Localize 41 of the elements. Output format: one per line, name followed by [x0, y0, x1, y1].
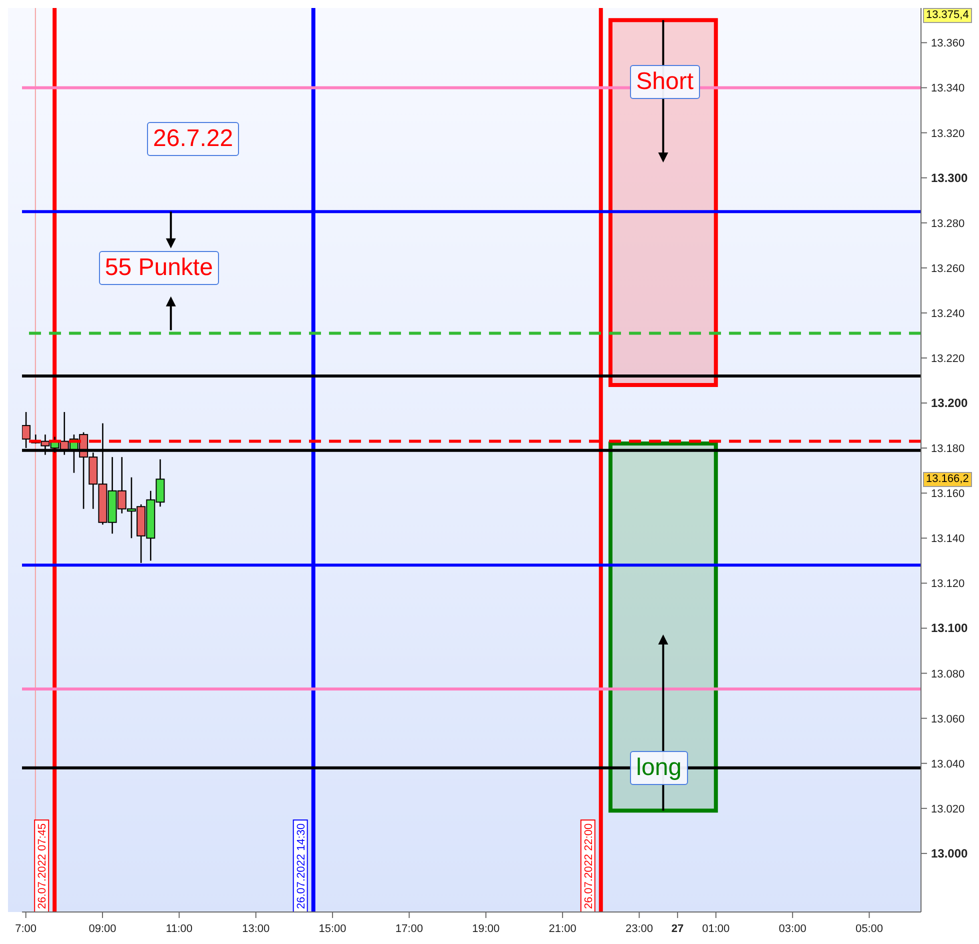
x-tick-label: 17:00: [395, 923, 423, 935]
x-tick-label: 03:00: [778, 923, 806, 935]
y-tick-label: 13.280: [931, 218, 965, 230]
x-tick-label: 7:00: [15, 923, 37, 935]
x-tick-label: 15:00: [318, 923, 346, 935]
y-tick-label: 13.080: [931, 668, 965, 680]
y-tick-label: 13.100: [931, 621, 968, 636]
y-tick-label: 13.300: [931, 170, 968, 185]
annotation: 55 Punkte: [98, 251, 219, 286]
x-tick-label: 13:00: [242, 923, 270, 935]
y-tick-label: 13.340: [931, 82, 965, 95]
y-tick-label: 13.240: [931, 308, 965, 320]
y-tick-label: 13.200: [931, 396, 968, 410]
x-tick-label: 09:00: [88, 923, 116, 935]
y-tick-label: 13.040: [931, 758, 965, 770]
text: 13.166,2: [923, 472, 972, 488]
x-tick-label: 27: [671, 923, 684, 935]
x-tick-label: 23:00: [625, 923, 653, 935]
text: 13.375,4: [923, 8, 972, 23]
y-tick-label: 13.020: [931, 803, 965, 816]
y-tick-label: 13.060: [931, 713, 965, 726]
x-tick-label: 11:00: [166, 923, 193, 935]
y-tick-label: 13.220: [931, 352, 965, 365]
y-tick-label: 13.160: [931, 488, 965, 500]
x-tick-label: 19:00: [472, 923, 500, 935]
x-tick-label: 05:00: [855, 923, 884, 935]
y-tick-label: 13.180: [931, 443, 965, 456]
y-tick-label: 13.120: [931, 578, 965, 590]
band-label: Short: [630, 65, 700, 100]
y-tick-label: 13.320: [931, 128, 965, 140]
ref-line-label: 26.07.2022 22:00: [582, 823, 595, 909]
y-tick-label: 13.260: [931, 262, 965, 275]
ref-line-label: 26.07.2022 14:30: [295, 823, 308, 909]
ref-line-label: 26.07.2022 07:45: [36, 823, 49, 909]
y-tick-label: 13.360: [931, 38, 965, 50]
x-tick-label: 01:00: [702, 923, 730, 935]
x-tick-label: 21:00: [548, 923, 576, 935]
y-tick-label: 13.140: [931, 533, 965, 546]
text: 26.7.22: [147, 122, 240, 156]
band-label: long: [630, 750, 688, 785]
y-tick-label: 13.000: [931, 846, 968, 860]
